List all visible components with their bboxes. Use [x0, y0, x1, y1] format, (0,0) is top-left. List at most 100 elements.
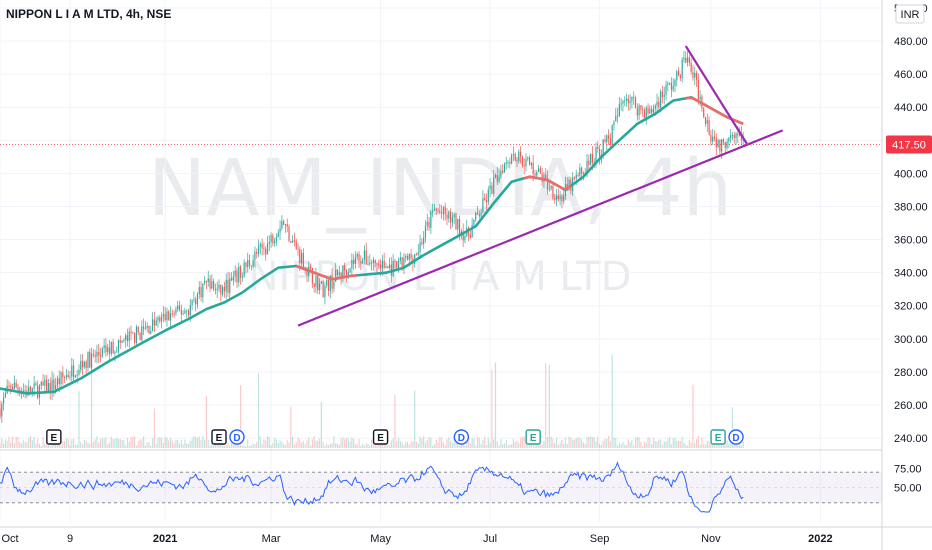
volume-bar — [213, 445, 215, 448]
price-axis[interactable]: 240.00 260.00 280.00 300.00 320.00 340.00 360.… — [886, 3, 932, 495]
price-axis-tick-label: 400.00 — [894, 168, 928, 180]
watermark-name: NIPPON L I A M LTD — [249, 254, 632, 300]
candle-body — [358, 253, 360, 261]
candle-body — [302, 253, 304, 271]
volume-bar — [683, 442, 685, 448]
volume-bar — [252, 443, 254, 448]
volume-bar — [521, 436, 524, 448]
candle-body — [717, 139, 719, 148]
earnings-marker — [211, 429, 227, 445]
volume-bar — [6, 440, 8, 448]
candle-body — [78, 369, 80, 375]
candle-body — [290, 241, 292, 243]
volume-bar — [338, 444, 340, 448]
candle-body — [713, 136, 716, 139]
candle-body — [624, 100, 626, 102]
candle-body — [272, 235, 274, 244]
candle-body — [1, 403, 3, 417]
candle-body — [71, 365, 73, 377]
volume-bar — [570, 437, 572, 448]
volume-bar — [397, 437, 400, 448]
candle-body — [719, 139, 721, 152]
volume-bar — [739, 441, 741, 448]
candle-body — [139, 332, 141, 340]
candle-body — [259, 243, 261, 247]
candle-body — [74, 375, 76, 378]
volume-bar — [677, 441, 680, 448]
candle-body — [157, 317, 159, 321]
price-axis-tick-label: 360.00 — [894, 235, 928, 247]
volume-bar — [686, 445, 689, 448]
candle-body — [164, 314, 166, 321]
volume-bar — [367, 443, 369, 448]
candle-body — [268, 242, 270, 244]
volume-bar — [371, 439, 373, 448]
volume-bar — [103, 438, 105, 448]
candle-body — [0, 408, 1, 417]
candle-body — [205, 280, 208, 282]
candle-body — [171, 313, 173, 315]
volume-bar — [498, 445, 500, 448]
candle-body — [640, 105, 642, 110]
candle-body — [392, 260, 394, 276]
candle-body — [345, 270, 348, 276]
candle-body — [168, 311, 170, 321]
volume-bar — [345, 437, 348, 448]
volume-bar — [126, 437, 129, 448]
volume-bar — [37, 438, 39, 448]
candle-body — [674, 79, 676, 86]
dividend-marker — [728, 429, 744, 445]
candle-body — [315, 275, 317, 288]
volume-bar — [622, 442, 624, 448]
candle-body — [85, 361, 87, 368]
candle-body — [333, 281, 335, 289]
candle-body — [403, 257, 405, 267]
candle-body — [143, 326, 145, 329]
volume-bar — [417, 443, 419, 448]
volume-bar — [703, 444, 705, 448]
volume-bar — [419, 437, 421, 448]
volume-bar — [697, 436, 699, 448]
candle-body — [184, 310, 186, 314]
volume-bar — [441, 437, 443, 448]
candle-body — [408, 254, 410, 260]
volume-bar — [335, 443, 337, 448]
volume-bar — [114, 439, 116, 448]
volume-bar — [541, 444, 543, 448]
candle-body — [394, 260, 396, 262]
candle-body — [480, 212, 482, 217]
volume-bar — [146, 442, 148, 448]
volume-bar — [625, 445, 628, 448]
price-axis-tick-label: 460.00 — [894, 69, 928, 81]
candle-body — [151, 319, 154, 332]
volume-bar — [415, 441, 418, 448]
candle-body — [518, 151, 520, 162]
candle-body — [672, 85, 674, 90]
volume-bar — [80, 441, 82, 448]
volume-bar — [119, 438, 121, 448]
volume-bar — [500, 439, 502, 448]
candle-body — [292, 240, 294, 243]
candle-body — [134, 332, 136, 343]
candle-body — [537, 168, 540, 172]
volume-bar — [71, 439, 73, 448]
time-axis[interactable]: Oct 9 2021 Mar May Jul Sep Nov 2022 — [1, 533, 832, 545]
candle-body — [471, 224, 473, 238]
candle-body — [218, 284, 220, 289]
volume-bar — [573, 439, 576, 448]
volume-bar — [451, 443, 453, 448]
candle-body — [160, 316, 163, 322]
candle-body — [225, 279, 227, 292]
volume-bar — [300, 442, 303, 448]
candle-body — [94, 354, 96, 357]
candle-body — [410, 254, 412, 259]
volume-bar — [642, 445, 644, 448]
candle-body — [539, 168, 541, 174]
candle-body — [642, 109, 644, 111]
volume-bar — [164, 437, 166, 448]
volume-bar — [344, 439, 346, 448]
volume-bar — [681, 436, 683, 448]
volume-bar — [130, 437, 132, 448]
candle-body — [579, 167, 581, 176]
